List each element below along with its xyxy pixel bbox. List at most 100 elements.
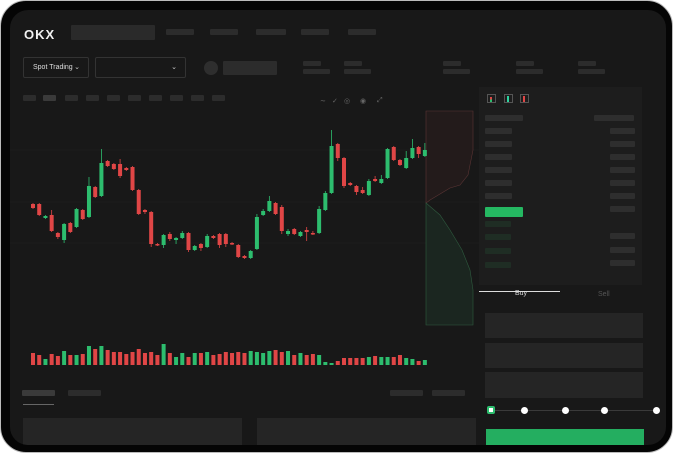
depth-bids — [425, 202, 474, 326]
pair-name — [223, 61, 277, 75]
volume-bar — [342, 358, 346, 365]
volume-bar — [317, 355, 322, 365]
timeframe-button[interactable] — [191, 95, 204, 101]
volume-bar — [379, 357, 384, 365]
buy-tab-underline — [479, 291, 560, 292]
volume-bar — [174, 357, 179, 365]
volume-bar — [261, 353, 266, 365]
slider-step-50[interactable] — [562, 407, 569, 414]
candle — [155, 244, 160, 246]
sell-tab[interactable]: Sell — [598, 291, 610, 298]
volume-bar — [323, 362, 328, 365]
candle — [323, 193, 328, 210]
ask-size — [610, 193, 635, 199]
candle — [211, 236, 216, 238]
timeframe-button[interactable] — [107, 95, 120, 101]
pair-dropdown[interactable]: ⌄ — [95, 57, 186, 78]
nav-item[interactable] — [166, 29, 194, 35]
candle — [342, 158, 346, 186]
stat-value — [303, 69, 330, 74]
nav-item[interactable] — [348, 29, 376, 35]
volume-bar — [217, 354, 222, 365]
volume-bar — [397, 355, 402, 365]
candle — [31, 204, 35, 208]
candle — [217, 234, 222, 245]
orders-card — [23, 418, 242, 445]
candle — [310, 233, 315, 235]
volume-bar — [236, 352, 241, 365]
candle — [130, 167, 135, 190]
market-type-dropdown[interactable]: Spot Trading ⌄ — [23, 57, 89, 78]
depth-asks — [425, 110, 474, 204]
stat-value — [344, 69, 371, 74]
candle — [404, 158, 409, 168]
amount-input[interactable] — [485, 343, 643, 368]
timeframe-button[interactable] — [86, 95, 99, 101]
candle — [373, 179, 378, 181]
nav-item[interactable] — [301, 29, 329, 35]
stat-label — [516, 61, 534, 66]
candle — [286, 231, 291, 234]
timeframe-button[interactable] — [23, 95, 36, 101]
volume-bar — [111, 352, 116, 365]
slider-step-75[interactable] — [601, 407, 608, 414]
order-book-asks-icon[interactable] — [520, 94, 529, 103]
candle — [304, 230, 309, 232]
volume-bar — [124, 354, 129, 365]
timeframe-button[interactable] — [128, 95, 141, 101]
candle — [80, 210, 85, 219]
candle — [124, 168, 129, 170]
price-input[interactable] — [485, 313, 643, 338]
fullscreen-icon[interactable]: ⤢ — [377, 97, 383, 104]
slider-step-100[interactable] — [653, 407, 660, 414]
order-book-both-icon[interactable] — [487, 94, 496, 103]
candle — [37, 204, 42, 215]
timeframe-button[interactable] — [65, 95, 78, 101]
leverage-slider-track[interactable] — [491, 410, 657, 411]
chevron-down-icon: ⌄ — [171, 64, 177, 71]
filter-button[interactable] — [432, 390, 465, 396]
stat-label — [578, 61, 596, 66]
candle — [198, 244, 203, 248]
total-input[interactable] — [485, 372, 643, 398]
candle — [86, 186, 91, 217]
stat-label — [443, 61, 461, 66]
timeframe-button[interactable] — [149, 95, 162, 101]
mid-price — [485, 207, 523, 217]
candle — [348, 183, 353, 185]
timeframe-button[interactable] — [43, 95, 56, 101]
bid-size — [610, 247, 635, 253]
search-bar[interactable] — [71, 25, 155, 40]
filter-button[interactable] — [390, 390, 423, 396]
buy-button[interactable] — [486, 429, 644, 445]
nav-item[interactable] — [210, 29, 238, 35]
volume-bar — [149, 352, 154, 365]
candle — [223, 234, 228, 244]
volume-bar — [130, 352, 135, 365]
camera-icon[interactable]: ◎ — [344, 98, 351, 105]
timeframe-button[interactable] — [212, 95, 225, 101]
volume-bar — [43, 359, 48, 365]
nav-item[interactable] — [256, 29, 286, 35]
volume-bar — [310, 354, 315, 365]
candle — [261, 211, 266, 215]
settings-icon[interactable]: ◉ — [360, 98, 367, 105]
candle — [62, 224, 67, 240]
candle — [74, 209, 79, 227]
slider-step-25[interactable] — [521, 407, 528, 414]
volume-bar — [279, 352, 284, 365]
leverage-slider-handle[interactable] — [487, 406, 495, 414]
buy-tab[interactable]: Buy — [515, 290, 528, 297]
volume-bar — [62, 351, 67, 365]
tab-open-orders[interactable] — [22, 390, 55, 396]
bars-icon[interactable]: ∼ — [320, 98, 326, 105]
volume-bar — [422, 360, 427, 365]
price-chart[interactable] — [10, 10, 480, 380]
candle — [49, 215, 54, 231]
tab-order-history[interactable] — [68, 390, 101, 396]
timeframe-button[interactable] — [170, 95, 183, 101]
ruler-icon[interactable]: ✓ — [332, 98, 338, 105]
order-book-bids-icon[interactable] — [504, 94, 513, 103]
volume-bar — [167, 353, 172, 365]
volume-bar — [360, 358, 365, 365]
